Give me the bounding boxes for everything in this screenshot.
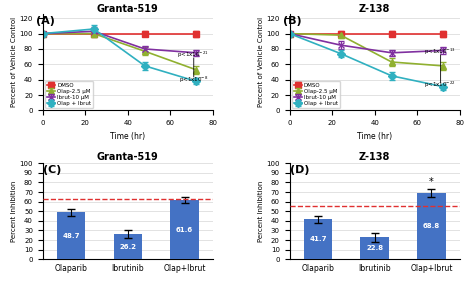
Title: Z-138: Z-138 [359,4,391,14]
Text: p<1x10$^{-13}$: p<1x10$^{-13}$ [424,47,456,57]
Bar [114,234,142,259]
Y-axis label: Percent Inhibition: Percent Inhibition [10,181,17,242]
Bar [57,213,85,259]
Text: p<1x10$^{-22}$: p<1x10$^{-22}$ [424,80,456,90]
X-axis label: Time (hr): Time (hr) [110,132,146,141]
Text: (B): (B) [283,16,302,26]
Text: 41.7: 41.7 [309,236,327,242]
Text: p<1x10$^{-21}$: p<1x10$^{-21}$ [177,50,209,60]
Title: Granta-519: Granta-519 [97,152,159,162]
Legend: DMSO, Olap-2.5 μM, Ibrut-10 μM, Olap + Ibrut: DMSO, Olap-2.5 μM, Ibrut-10 μM, Olap + I… [292,81,340,108]
Legend: DMSO, Olap-2.5 μM, Ibrut-10 μM, Olap + Ibrut: DMSO, Olap-2.5 μM, Ibrut-10 μM, Olap + I… [46,81,93,108]
Title: Z-138: Z-138 [359,152,391,162]
Text: 26.2: 26.2 [119,244,137,250]
Text: 22.8: 22.8 [366,245,383,251]
Y-axis label: Percent of Vehicle Control: Percent of Vehicle Control [257,17,264,107]
Title: Granta-519: Granta-519 [97,4,159,14]
Bar [170,200,199,259]
Text: 61.6: 61.6 [176,227,193,233]
Bar [304,219,332,259]
Bar [417,193,446,259]
Text: (C): (C) [43,165,61,175]
Text: 68.8: 68.8 [423,223,440,229]
Text: p<1x10$^{-8}$: p<1x10$^{-8}$ [179,75,209,85]
Bar [360,237,389,259]
Text: (D): (D) [290,165,309,175]
Text: (A): (A) [36,16,55,26]
X-axis label: Time (hr): Time (hr) [357,132,392,141]
Y-axis label: Percent Inhibition: Percent Inhibition [257,181,264,242]
Text: *: * [429,177,434,187]
Y-axis label: Percent of Vehicle Control: Percent of Vehicle Control [10,17,17,107]
Text: 48.7: 48.7 [62,233,80,239]
